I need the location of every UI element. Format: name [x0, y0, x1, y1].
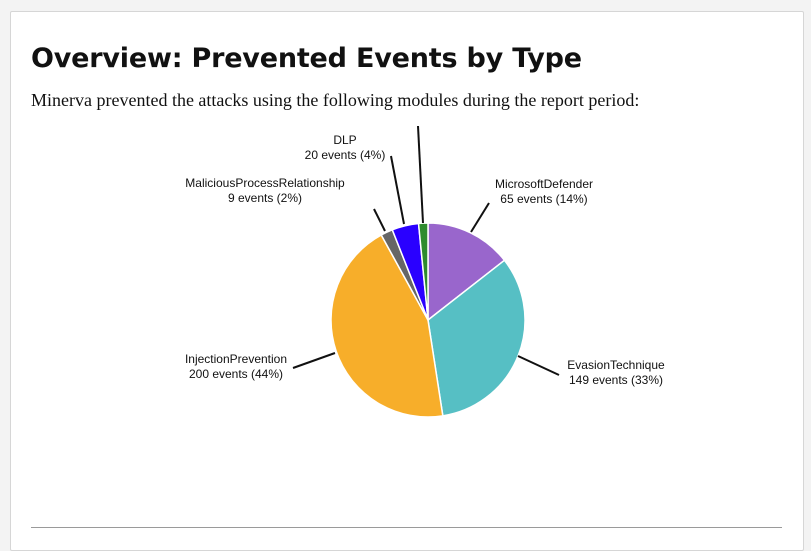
section-title: Overview: Prevented Events by Type [31, 43, 582, 74]
leader-line [517, 355, 560, 376]
slice-label-events: 20 events (4%) [305, 148, 386, 162]
section-divider [31, 527, 782, 528]
leader-line [417, 125, 424, 224]
slice-label-events: 65 events (14%) [500, 192, 587, 206]
slice-label-events: 9 events (2%) [228, 191, 302, 205]
slice-label-name: MicrosoftDefender [495, 177, 593, 191]
slice-label-name: InjectionPrevention [185, 352, 287, 366]
leader-line [292, 352, 336, 369]
slice-label-events: 200 events (44%) [189, 367, 283, 381]
pie-slice-injectionprevention [330, 233, 444, 418]
pie-slice-evasiontechnique [427, 259, 526, 417]
slice-label-events: 149 events (33%) [569, 373, 663, 387]
section-description: Minerva prevented the attacks using the … [31, 90, 640, 110]
leader-line [373, 208, 386, 232]
pie-slice-other [417, 222, 429, 321]
report-card: Overview: Prevented Events by Type Miner… [10, 11, 804, 551]
leader-line [390, 155, 405, 225]
slice-label-name: EvasionTechnique [567, 358, 665, 372]
leader-line [470, 202, 490, 233]
pie-slice-microsoftdefender [427, 222, 506, 322]
slice-label-name: DLP [333, 133, 356, 147]
slice-label-name: MaliciousProcessRelationship [185, 176, 345, 190]
